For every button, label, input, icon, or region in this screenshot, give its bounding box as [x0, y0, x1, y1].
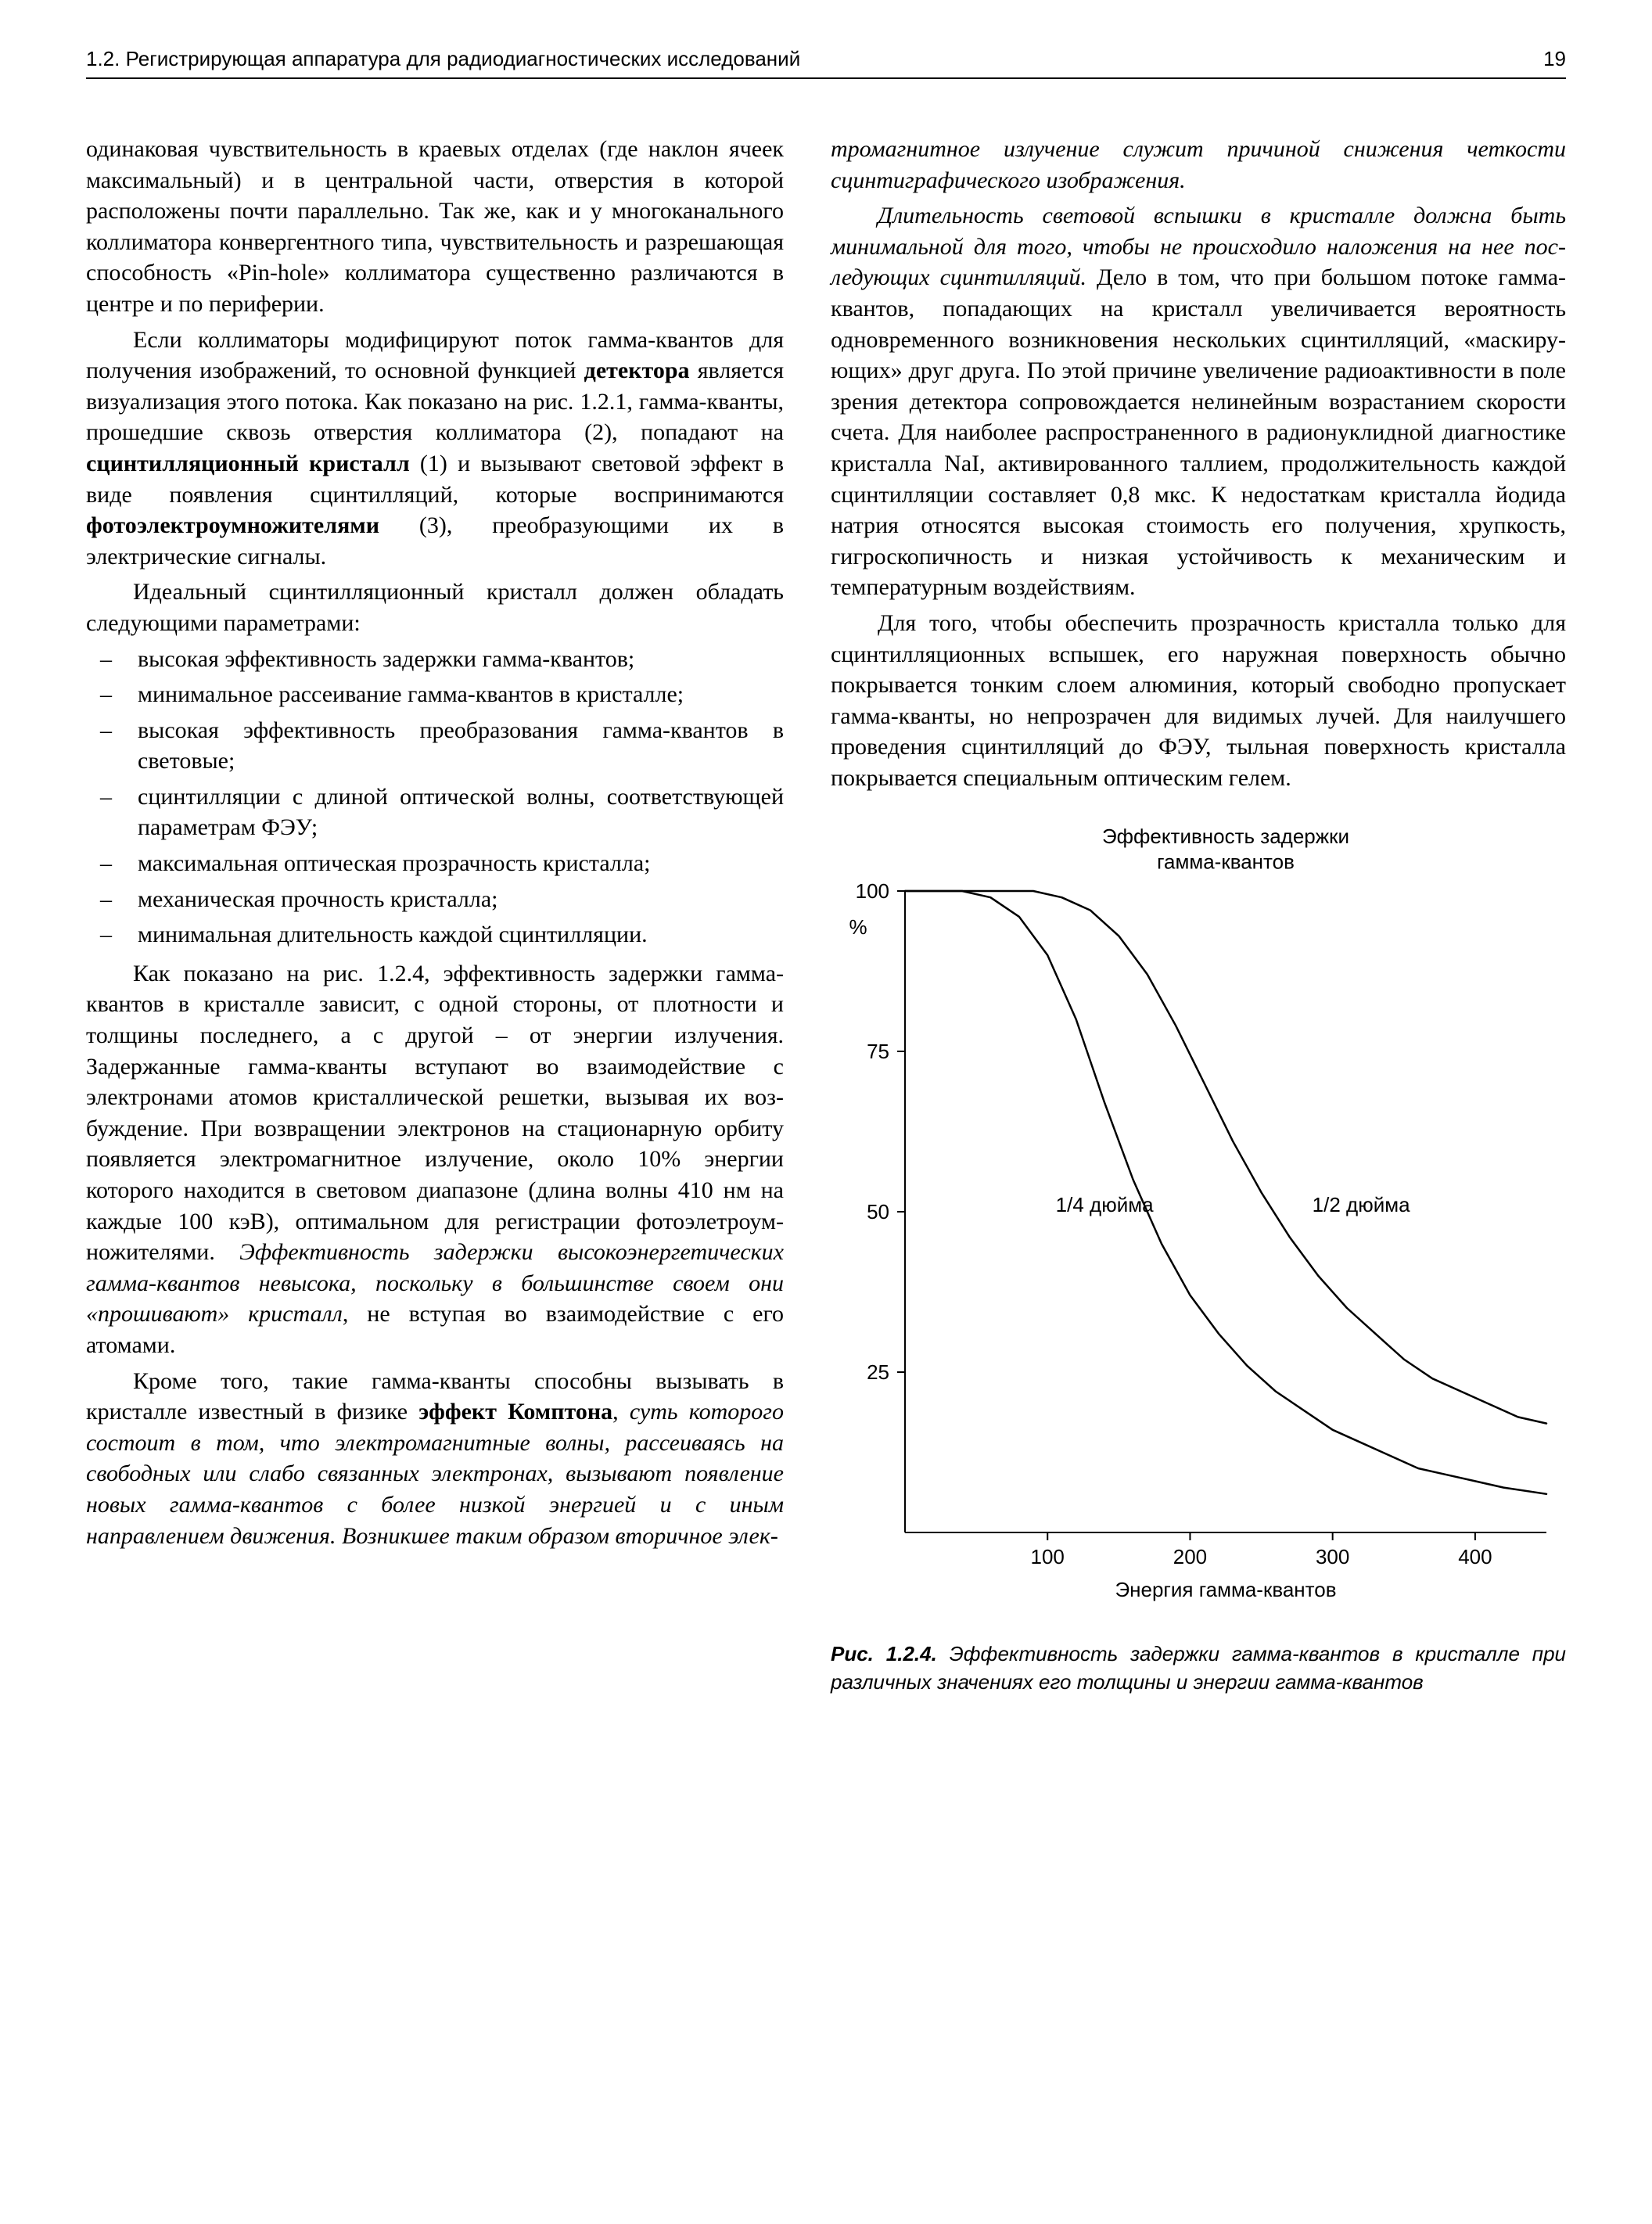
figure-caption-lead: Рис. 1.2.4.	[831, 1642, 937, 1665]
term-compton-effect: эффект Комп­тона	[418, 1399, 612, 1425]
svg-text:1/2 дюйма: 1/2 дюйма	[1313, 1193, 1410, 1216]
svg-text:Энергия гамма-квантов: Энергия гамма-квантов	[1115, 1578, 1336, 1601]
svg-text:100: 100	[856, 879, 889, 903]
svg-text:300: 300	[1316, 1545, 1349, 1568]
term-scintillation-crystal: сцинтилляционный кристалл	[86, 451, 410, 476]
left-p5: Кроме того, такие гамма-кванты способны …	[86, 1366, 784, 1552]
svg-text:25: 25	[867, 1360, 889, 1384]
figure-caption: Рис. 1.2.4. Эффективность задержки гамма…	[831, 1640, 1566, 1695]
left-p1: одинаковая чувствительность в краевых от…	[86, 134, 784, 320]
list-item: максимальная оптическая прозрачность кри…	[138, 848, 784, 879]
svg-text:%: %	[849, 915, 867, 939]
right-p2b: Дело в том, что при большом потоке гамма…	[831, 264, 1566, 600]
right-p2: Длительность световой вспышки в крис­тал…	[831, 200, 1566, 603]
figure-caption-text: Эффективность задержки гамма-квантов в к…	[831, 1642, 1566, 1693]
term-detector: детектора	[584, 357, 690, 383]
left-p5b: ,	[612, 1399, 630, 1425]
list-item: минимальное рассеивание гамма-квантов в …	[138, 679, 784, 710]
svg-text:50: 50	[867, 1200, 889, 1223]
list-item: сцинтилляции с длиной оптической волны, …	[138, 781, 784, 843]
chart-svg: Эффективность задержкигамма-квантов 25 50 7…	[831, 817, 1566, 1619]
crystal-params-list: высокая эффективность задержки гамма-ква…	[86, 644, 784, 950]
right-column: тромагнитное излучение служит причиной с…	[831, 134, 1566, 1696]
svg-text:400: 400	[1458, 1545, 1492, 1568]
svg-text:Эффективность задержки: Эффективность задержки	[1102, 825, 1349, 848]
left-p4a: Как показано на рис. 1.2.4, эффективност…	[86, 961, 784, 1265]
svg-text:100: 100	[1031, 1545, 1065, 1568]
efficiency-chart: Эффективность задержкигамма-квантов 25 50 7…	[831, 817, 1566, 1695]
page-number: 19	[1543, 47, 1566, 71]
left-p2: Если коллиматоры модифицируют поток гамм…	[86, 325, 784, 573]
svg-text:гамма-квантов: гамма-квантов	[1157, 850, 1295, 874]
svg-text:1/4 дюйма: 1/4 дюйма	[1056, 1193, 1154, 1216]
list-item: минимальная длительность каждой сцинтилл…	[138, 919, 784, 950]
svg-text:75: 75	[867, 1040, 889, 1063]
left-column: одинаковая чувствительность в краевых от…	[86, 134, 784, 1696]
left-p3: Идеальный сцинтилляционный кристалл долж…	[86, 577, 784, 638]
list-item: высокая эффективность преобразования гам…	[138, 715, 784, 777]
running-head: 1.2. Регистрирующая аппаратура для радио…	[86, 47, 1566, 79]
page: 1.2. Регистрирующая аппаратура для радио…	[0, 0, 1652, 2224]
left-p4: Как показано на рис. 1.2.4, эффективност…	[86, 958, 784, 1361]
right-p1: тромагнитное излучение служит причиной с…	[831, 134, 1566, 196]
list-item: высокая эффективность задержки гамма-ква…	[138, 644, 784, 675]
running-head-text: 1.2. Регистрирующая аппаратура для радио…	[86, 47, 800, 71]
svg-text:200: 200	[1173, 1545, 1207, 1568]
content-columns: одинаковая чувствительность в краевых от…	[86, 134, 1566, 1696]
right-p3: Для того, чтобы обеспечить прозрачность …	[831, 608, 1566, 794]
right-p1-emph: тромагнитное излучение служит причиной с…	[831, 136, 1566, 193]
term-pmt: фотоэлектроумножителями	[86, 512, 379, 538]
list-item: механическая прочность кристалла;	[138, 884, 784, 915]
